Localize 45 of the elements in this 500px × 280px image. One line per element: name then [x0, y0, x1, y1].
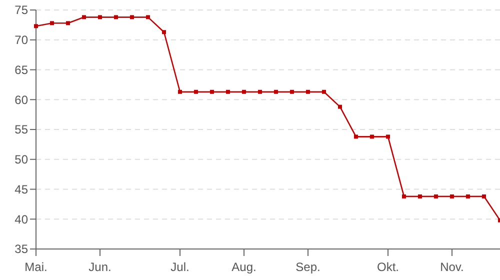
- x-tick-label: Mai.: [24, 260, 48, 274]
- point: [306, 90, 310, 94]
- point: [66, 21, 70, 26]
- point: [274, 90, 278, 94]
- point: [98, 15, 102, 20]
- point: [482, 194, 486, 198]
- x-tick-label: Jul.: [170, 260, 190, 274]
- y-tick-label: 45: [14, 182, 28, 196]
- point: [178, 90, 182, 94]
- point: [258, 90, 262, 94]
- y-tick-label: 55: [14, 122, 28, 137]
- point: [226, 90, 230, 94]
- x-tick-label: Aug.: [232, 260, 256, 274]
- point: [434, 194, 438, 198]
- point: [354, 134, 358, 139]
- y-tick-label: 35: [14, 242, 28, 256]
- x-tick-label: Okt.: [376, 260, 400, 274]
- y-tick-label: 50: [14, 152, 28, 167]
- x-tick-label: Jun.: [88, 260, 112, 274]
- y-tick-label: 40: [14, 212, 28, 226]
- y-tick-label: 65: [14, 62, 28, 77]
- point: [402, 194, 406, 198]
- point: [338, 104, 342, 109]
- y-tick-label: 75: [14, 3, 28, 18]
- point: [418, 194, 422, 198]
- point: [130, 15, 134, 20]
- point: [82, 15, 86, 20]
- point: [146, 15, 150, 20]
- point: [210, 90, 214, 94]
- x-tick-label: Sep.: [296, 260, 320, 274]
- point: [114, 15, 118, 20]
- point: [34, 24, 38, 28]
- point: [322, 90, 326, 94]
- point: [50, 21, 54, 26]
- point: [450, 194, 454, 198]
- point: [162, 30, 166, 34]
- point: [194, 90, 198, 94]
- point: [242, 90, 246, 94]
- point: [370, 134, 374, 139]
- point: [466, 194, 470, 198]
- y-tick-label: 70: [14, 33, 28, 48]
- point: [386, 134, 390, 139]
- x-tick-label: Nov.: [440, 260, 464, 274]
- point: [290, 90, 294, 94]
- y-tick-label: 60: [14, 92, 28, 107]
